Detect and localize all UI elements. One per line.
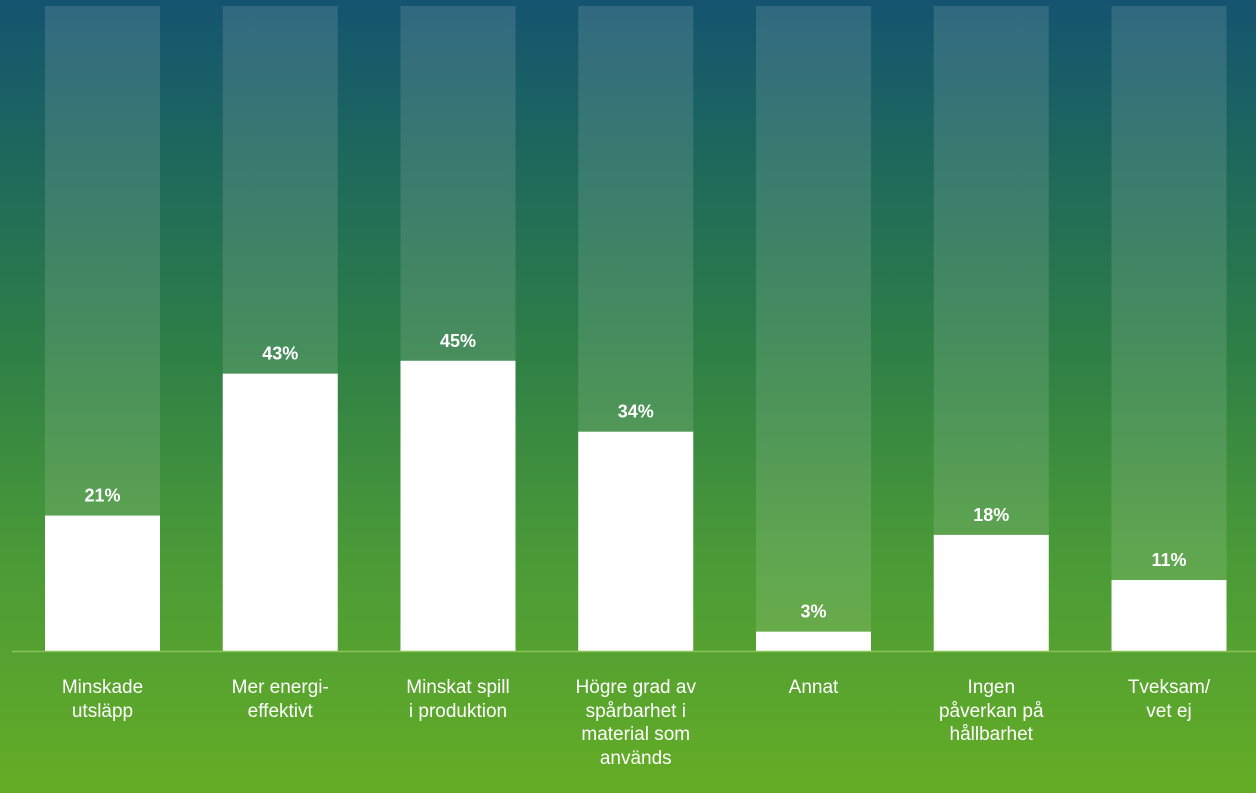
x-tick-label: Minskade utsläpp: [61, 677, 144, 722]
x-tick-label: Annat: [788, 677, 839, 698]
x-tick-label: Högre grad av spårbarhet i material som …: [575, 677, 696, 769]
value-label: 21%: [84, 486, 120, 506]
bar[interactable]: [222, 373, 338, 651]
value-label: 45%: [440, 331, 476, 351]
x-tick-label: Mer energi- effektivt: [231, 677, 329, 722]
value-label: 3%: [800, 602, 826, 622]
value-label: 11%: [1151, 550, 1186, 570]
bar-group: [45, 360, 1227, 651]
value-label: 18%: [973, 505, 1009, 525]
bar[interactable]: [45, 515, 160, 651]
bar[interactable]: [933, 534, 1049, 651]
x-tick-label: Minskat spill i produktion: [406, 677, 510, 722]
bar[interactable]: [1111, 580, 1227, 651]
bar[interactable]: [578, 431, 694, 651]
bar-background: [1111, 6, 1227, 651]
x-tick-label: Tveksam/ vet ej: [1127, 677, 1211, 722]
bar-background-group: [45, 6, 1227, 651]
value-label: 34%: [618, 402, 654, 422]
bar[interactable]: [756, 631, 871, 651]
bar-background: [756, 6, 871, 651]
x-tick-label: Ingen påverkan på hållbarhet: [938, 677, 1044, 745]
value-label-group: 21% 43% 45% 34% 3% 18% 11%: [84, 331, 1186, 622]
value-label: 43%: [262, 344, 298, 364]
bar[interactable]: [400, 360, 516, 651]
